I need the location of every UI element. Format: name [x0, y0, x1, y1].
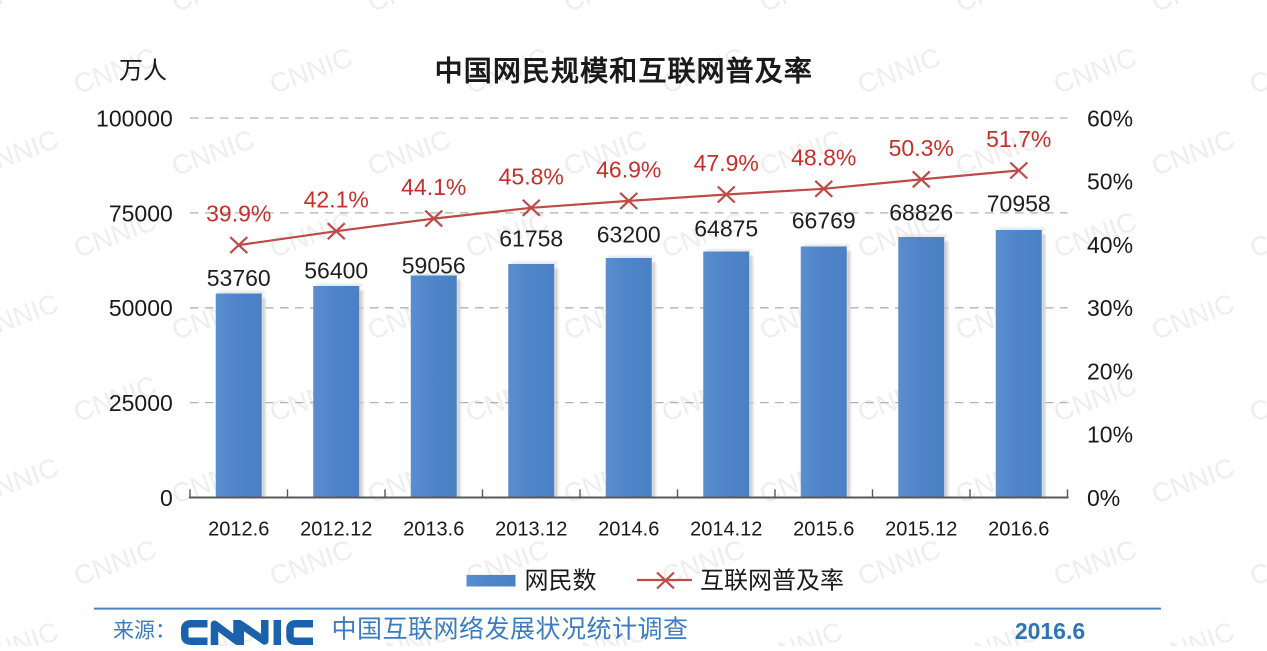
- svg-text:47.9%: 47.9%: [694, 150, 759, 176]
- svg-text:10%: 10%: [1087, 422, 1133, 448]
- svg-text:2013.12: 2013.12: [495, 519, 567, 541]
- svg-text:70958: 70958: [987, 191, 1051, 217]
- svg-text:45.8%: 45.8%: [499, 163, 564, 189]
- svg-text:2013.6: 2013.6: [403, 519, 464, 541]
- svg-text:46.9%: 46.9%: [596, 156, 661, 182]
- svg-text:56400: 56400: [304, 257, 368, 283]
- svg-text:网民数: 网民数: [525, 568, 597, 595]
- svg-text:60%: 60%: [1087, 105, 1133, 131]
- svg-text:20%: 20%: [1087, 358, 1133, 384]
- svg-text:2016.6: 2016.6: [1015, 618, 1085, 644]
- svg-text:2014.12: 2014.12: [690, 519, 762, 541]
- svg-text:66769: 66769: [792, 208, 856, 234]
- svg-text:2016.6: 2016.6: [988, 519, 1049, 541]
- svg-text:63200: 63200: [597, 222, 661, 248]
- svg-text:互联网普及率: 互联网普及率: [700, 568, 844, 595]
- svg-text:51.7%: 51.7%: [986, 126, 1051, 152]
- svg-text:61758: 61758: [499, 226, 563, 252]
- svg-text:53760: 53760: [207, 265, 271, 291]
- svg-text:30%: 30%: [1087, 295, 1133, 321]
- svg-text:2014.6: 2014.6: [598, 519, 659, 541]
- svg-text:万人: 万人: [119, 58, 167, 85]
- svg-text:39.9%: 39.9%: [206, 201, 271, 227]
- svg-text:50%: 50%: [1087, 169, 1133, 195]
- svg-text:64875: 64875: [694, 216, 758, 242]
- svg-text:59056: 59056: [402, 253, 466, 279]
- svg-text:2012.12: 2012.12: [300, 519, 372, 541]
- svg-text:42.1%: 42.1%: [304, 187, 369, 213]
- svg-text:中国网民规模和互联网普及率: 中国网民规模和互联网普及率: [435, 55, 813, 87]
- svg-text:50000: 50000: [109, 295, 173, 321]
- svg-text:68826: 68826: [889, 200, 953, 226]
- svg-text:25000: 25000: [109, 390, 173, 416]
- svg-text:100000: 100000: [96, 105, 173, 131]
- svg-text:40%: 40%: [1087, 232, 1133, 258]
- svg-text:来源：: 来源：: [113, 620, 176, 643]
- svg-text:48.8%: 48.8%: [791, 144, 856, 170]
- svg-text:2015.12: 2015.12: [885, 519, 957, 541]
- svg-text:50.3%: 50.3%: [889, 135, 954, 161]
- svg-text:0: 0: [160, 485, 173, 511]
- svg-text:75000: 75000: [109, 200, 173, 226]
- svg-text:44.1%: 44.1%: [401, 174, 466, 200]
- svg-text:0%: 0%: [1087, 485, 1120, 511]
- svg-text:2015.6: 2015.6: [793, 519, 854, 541]
- svg-text:中国互联网络发展状况统计调查: 中国互联网络发展状况统计调查: [332, 616, 689, 644]
- svg-text:2012.6: 2012.6: [208, 519, 269, 541]
